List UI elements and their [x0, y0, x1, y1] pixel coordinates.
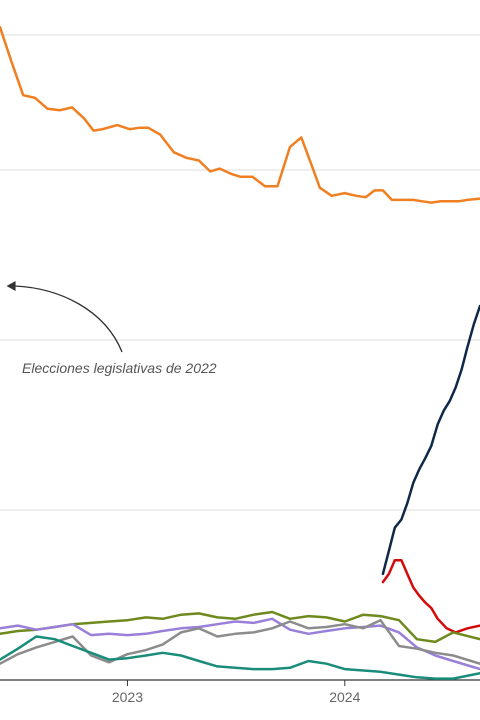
- series-line-1: [381, 304, 480, 576]
- annotation-text: Elecciones legislativas de 2022: [22, 360, 217, 376]
- series-line-5: [0, 618, 480, 665]
- series-line-6: [0, 635, 480, 680]
- series-line-2: [381, 559, 480, 634]
- series-line-3: [0, 610, 480, 644]
- x-tick-label-0: 2023: [112, 689, 143, 705]
- x-axis-ticks: 2023 2024: [112, 680, 361, 705]
- annotation-arrowhead: [6, 281, 16, 291]
- annotation-arrow: [14, 285, 123, 353]
- annotation: Elecciones legislativas de 2022: [6, 281, 217, 376]
- series-line-0: [0, 25, 480, 204]
- x-tick-label-1: 2024: [329, 689, 360, 705]
- gridlines: [0, 34, 480, 511]
- series-line-4: [0, 617, 480, 671]
- series-lines: [0, 25, 480, 680]
